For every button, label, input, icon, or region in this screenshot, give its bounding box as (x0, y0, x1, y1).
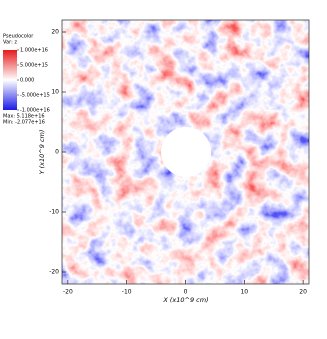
colorbar-tick-label: -5.000e+15 (20, 93, 50, 99)
y-tick-label: -20 (49, 269, 59, 276)
max-label: Max: 5.118e+16 (3, 114, 45, 120)
min-label: Min: -2.077e+16 (3, 120, 45, 126)
x-tick-label: 10 (240, 289, 248, 296)
x-tick-label: 0 (184, 289, 188, 296)
colorbar (3, 50, 17, 110)
x-tick-label: -20 (63, 289, 73, 296)
y-tick-label: 0 (55, 149, 59, 156)
legend-title: Pseudocolor (3, 34, 34, 40)
plot-area (61, 19, 310, 285)
y-tick-label: -10 (49, 209, 59, 216)
x-tick-label: 20 (299, 289, 307, 296)
colorbar-tick-label: 0.000 (20, 78, 34, 84)
y-axis-label: Y (x10^9 cm) (38, 130, 46, 175)
x-tick-label: -10 (122, 289, 132, 296)
y-tick-label: 20 (51, 29, 59, 36)
colorbar-tick-label: 1.000e+16 (20, 48, 48, 54)
y-tick-label: 10 (51, 89, 59, 96)
inner-hole (161, 127, 211, 177)
colorbar-tick-label: 5.000e+15 (20, 63, 48, 69)
x-axis-label: X (x10^9 cm) (162, 296, 208, 304)
colorbar-tick-label: -1.000e+16 (20, 108, 50, 114)
legend-subtitle: Var: z (3, 40, 17, 46)
